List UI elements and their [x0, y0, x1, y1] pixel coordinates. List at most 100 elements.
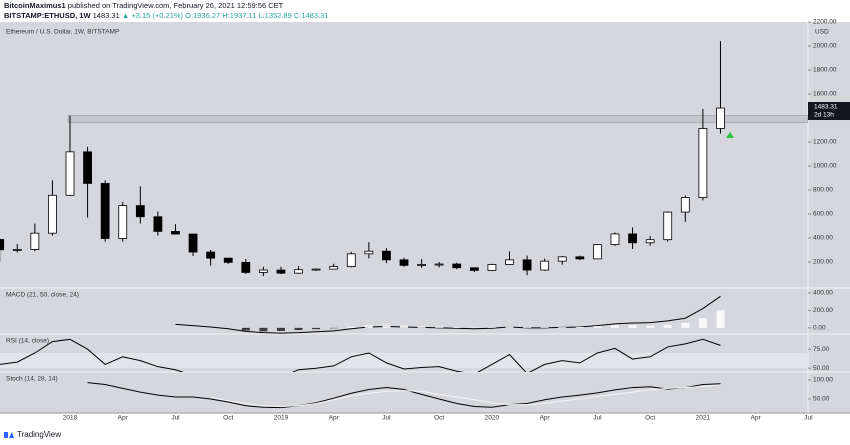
x-tick-label: Oct — [223, 415, 233, 422]
chart: 2018 Apr Jul Oct 2019 Apr Jul Oct 2020 Apr Jul Oct 2… — [0, 19, 850, 422]
candle-body — [575, 256, 585, 260]
y-tick-label: 400.00 — [813, 290, 833, 297]
y-tick-label: 800.00 — [813, 187, 833, 194]
candle-body — [522, 259, 532, 271]
x-tick-label: Oct — [645, 415, 655, 422]
candle-body — [329, 266, 339, 270]
pane-title: Stoch (14, 28, 14) — [6, 376, 58, 383]
histogram-bar — [417, 326, 426, 328]
histogram-bar — [347, 326, 356, 328]
y-tick-label: 200.00 — [813, 259, 833, 266]
symbol-line: BITSTAMP:ETHUSD, 1W 1483.31 ▲ +3.15 (+0.… — [4, 11, 328, 20]
pane — [87, 382, 721, 409]
histogram-bar — [276, 327, 285, 331]
candle-body — [698, 128, 708, 198]
x-tick-label: Jul — [593, 415, 602, 422]
pane — [0, 338, 808, 372]
candle-body — [12, 248, 22, 251]
x-tick-label: Jul — [382, 415, 391, 422]
author: BitcoinMaximus1 — [4, 1, 66, 10]
x-tick-label: Jul — [804, 415, 813, 422]
pane — [175, 295, 725, 334]
candle-body — [294, 269, 303, 274]
y-tick-label: 50.00 — [813, 396, 830, 403]
candle-body — [311, 268, 321, 271]
ohlc: O:1936.27 H:1937.11 L:1352.89 C:1483.31 — [185, 11, 329, 20]
histogram-bar — [610, 325, 619, 328]
change: ▲ +3.15 (+0.21%) — [121, 11, 184, 20]
candle-body — [382, 250, 391, 261]
candle-body — [716, 107, 725, 129]
candle-body — [663, 211, 673, 241]
histogram-bar — [505, 326, 514, 328]
candle-body — [48, 194, 57, 234]
pane-title: Ethereum / U.S. Dollar, 1W, BITSTAMP — [6, 29, 119, 36]
histogram-bar — [628, 325, 637, 328]
histogram-bar — [294, 327, 303, 331]
candle-body — [610, 233, 620, 245]
logo — [4, 431, 14, 438]
pane — [0, 41, 808, 277]
histogram-bar — [523, 326, 532, 328]
last-price-label: 1483.31 — [814, 104, 838, 111]
rsi-band — [0, 353, 808, 369]
chart-background — [0, 22, 850, 413]
candle-body — [557, 256, 567, 262]
histogram-bar — [698, 318, 707, 328]
histogram-bar — [259, 327, 268, 332]
candle-body — [469, 267, 479, 271]
histogram-bar — [593, 326, 602, 328]
x-tick-label: 2021 — [696, 415, 711, 422]
histogram-bar — [716, 310, 725, 328]
plot-layer: 2018 Apr Jul Oct 2019 Apr Jul Oct 2020 Apr Jul Oct 2… — [0, 19, 850, 422]
brand: TradingView — [17, 430, 62, 439]
price: 1483.31 — [92, 11, 120, 20]
candle-body — [399, 259, 409, 266]
histogram-bar — [575, 326, 584, 328]
publish-line: BitcoinMaximus1 published on TradingView… — [4, 1, 283, 10]
candle-body — [452, 263, 462, 269]
y-tick-label: 600.00 — [813, 211, 833, 218]
histogram-bar — [312, 327, 321, 330]
indicator-line — [0, 338, 721, 372]
candle-body — [206, 251, 216, 259]
histogram-bar — [241, 327, 250, 331]
candle-body — [100, 182, 110, 239]
x-tick-label: Oct — [434, 415, 444, 422]
histogram-bar — [540, 326, 549, 328]
candle-body — [434, 263, 444, 266]
x-tick-label: 2018 — [63, 415, 78, 422]
candle-body — [628, 233, 637, 244]
y-tick-label: 2200.00 — [813, 19, 837, 26]
histogram-bar — [364, 325, 373, 328]
candle-body — [258, 269, 268, 273]
histogram-bar — [681, 323, 690, 328]
signal-arrow — [726, 132, 734, 138]
indicator-line — [175, 295, 721, 334]
y-tick-label: 100.00 — [813, 377, 833, 384]
x-tick-label: 2020 — [485, 415, 500, 422]
candle-body — [0, 239, 5, 251]
histogram-bar — [435, 326, 444, 328]
histogram-bar — [646, 325, 655, 328]
candle-body — [645, 239, 655, 244]
candle-body — [241, 261, 251, 273]
indicator-line — [210, 384, 721, 408]
histogram-bar — [452, 326, 461, 328]
candle-body — [65, 151, 75, 196]
histogram-bar — [400, 325, 409, 328]
candle-body — [487, 263, 497, 271]
x-tick-label: Apr — [751, 415, 762, 422]
candle-body — [540, 260, 550, 271]
histogram-bar — [558, 326, 567, 328]
candle-body — [223, 257, 233, 263]
candle-body — [346, 253, 356, 267]
histogram-bar — [663, 324, 672, 328]
candle-body — [118, 205, 128, 239]
histogram-bar — [382, 325, 391, 328]
published: published on TradingView.com, February 2… — [67, 1, 284, 10]
pane-title: MACD (21, 50, close, 24) — [6, 292, 79, 299]
candle-body — [188, 233, 198, 253]
y-tick-label: 1000.00 — [813, 163, 837, 170]
